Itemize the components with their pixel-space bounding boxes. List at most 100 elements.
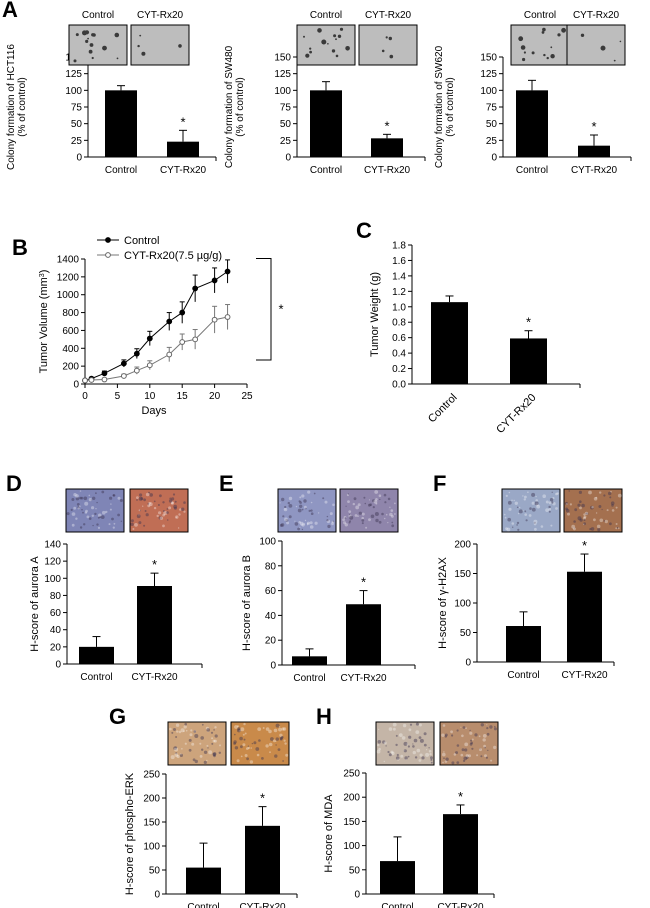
y-axis-label-sup: 3 [39,273,46,277]
micrograph-treated [563,488,623,533]
y-tick-label: 600 [62,326,79,337]
data-point [166,351,173,358]
chart-a3: 0 25 50 75 100 125 150 Control * CYT-Rx20 Colony f… [434,10,632,176]
legend-marker [105,252,111,258]
panel-label-a: A [2,0,18,22]
y-tick-label: 0 [55,660,61,671]
significance-star: * [278,301,283,316]
y-tick-label: 120 [44,557,61,568]
x-tick-label: 15 [177,391,189,402]
y-tick-label: 1.2 [392,287,406,298]
y-axis-label-units: (% of control) [17,77,28,136]
y-axis-label: H-score of γ-H2AX [437,556,449,648]
y-tick-label: 75 [280,103,292,114]
micrograph-treated [130,24,190,66]
x-tick-label: Control [105,165,137,176]
chart-a2: 0 25 50 75 100 125 150 Control * CYT-Rx20 Colony f… [224,10,426,176]
y-axis-label: H-score of aurora A [29,556,41,652]
x-tick-label: Control [381,902,413,908]
y-tick-label: 20 [265,636,277,647]
y-tick-label: 1.4 [392,271,406,282]
x-axis-label: Days [141,405,167,417]
y-axis-label: Colony formation of SW480 [224,45,235,168]
y-tick-label: 1200 [57,272,80,283]
chart-d: 0 20 40 60 80 100 120 140 Control * CYT-Rx20 H-scor… [29,540,203,683]
x-tick-label: CYT-Rx20 [494,392,538,436]
micrograph-control [510,24,570,66]
y-tick-label: 250 [343,769,360,780]
micrograph-treated [230,721,290,766]
y-tick-label: 0 [354,890,360,901]
y-axis-label: Tumor Volume (mm3) [38,270,50,374]
x-tick-label: Control [507,670,539,681]
panel-label-g: G [109,704,126,729]
x-tick-label: Control [80,672,112,683]
bar-control [186,867,221,894]
y-tick-label: 150 [274,53,291,64]
micrograph-treated [339,488,399,533]
y-tick-label: 50 [349,865,361,876]
bar-cyt-rx20 [137,586,172,664]
significance-star: * [582,538,587,553]
x-tick-label: 20 [209,391,221,402]
panel-label-d: D [6,471,22,496]
y-tick-label: 0 [76,153,82,164]
micrograph-treated [358,24,418,66]
micrograph-control [296,24,356,66]
y-tick-label: 150 [343,817,360,828]
y-tick-label: 0 [491,153,497,164]
x-tick-label: CYT-Rx20 [571,165,618,176]
y-tick-label: 80 [50,591,62,602]
data-point [179,309,186,316]
data-point [120,360,127,367]
data-point [192,285,199,292]
panel-label-f: F [433,471,446,496]
micrograph-label: CYT-Rx20 [365,10,412,21]
y-tick-label: 200 [62,362,79,373]
y-tick-label: 100 [274,86,291,97]
significance-star: * [458,789,463,804]
significance-star: * [384,118,389,133]
y-axis-label: Colony formation of HCT116 [6,44,17,170]
y-tick-label: 60 [265,586,277,597]
x-tick-label: CYT-Rx20 [131,672,178,683]
series-line [84,271,228,381]
data-point [211,277,218,284]
data-point [146,362,153,369]
panel-label-b: B [12,235,28,260]
y-tick-label: 25 [280,136,292,147]
x-tick-label: CYT-Rx20 [239,902,286,908]
x-tick-label: CYT-Rx20 [437,902,484,908]
significance-star: * [591,119,596,134]
y-axis-label: Tumor Weight (g) [369,272,381,357]
x-tick-label: 25 [241,391,253,402]
significance-bracket [256,258,272,361]
y-tick-label: 50 [71,119,83,130]
micrograph-control [375,721,435,766]
micrograph-control [501,488,561,533]
x-tick-label: Control [187,902,219,908]
y-tick-label: 400 [62,344,79,355]
data-point [101,370,108,377]
y-tick-label: 125 [65,69,82,80]
y-tick-label: 0 [465,658,471,669]
y-tick-label: 1.0 [392,302,406,313]
micrograph-label: CYT-Rx20 [137,10,184,21]
micrograph-treated [566,24,626,66]
legend-label: CYT-Rx20(7.5 µg/g) [124,250,222,262]
panel-label-h: H [316,704,332,729]
bar-cyt-rx20 [167,141,199,157]
significance-star: * [180,114,185,129]
x-tick-label: Control [516,165,548,176]
y-axis-label-end: ) [38,270,50,274]
y-tick-label: 150 [143,818,160,829]
legend-label: Control [124,235,159,247]
bar-cyt-rx20 [245,825,280,894]
y-tick-label: 200 [454,540,471,551]
y-tick-label: 50 [460,628,472,639]
significance-star: * [152,557,157,572]
y-tick-label: 800 [62,308,79,319]
y-tick-label: 200 [143,794,160,805]
x-tick-label: 5 [115,391,121,402]
x-tick-label: 10 [144,391,156,402]
